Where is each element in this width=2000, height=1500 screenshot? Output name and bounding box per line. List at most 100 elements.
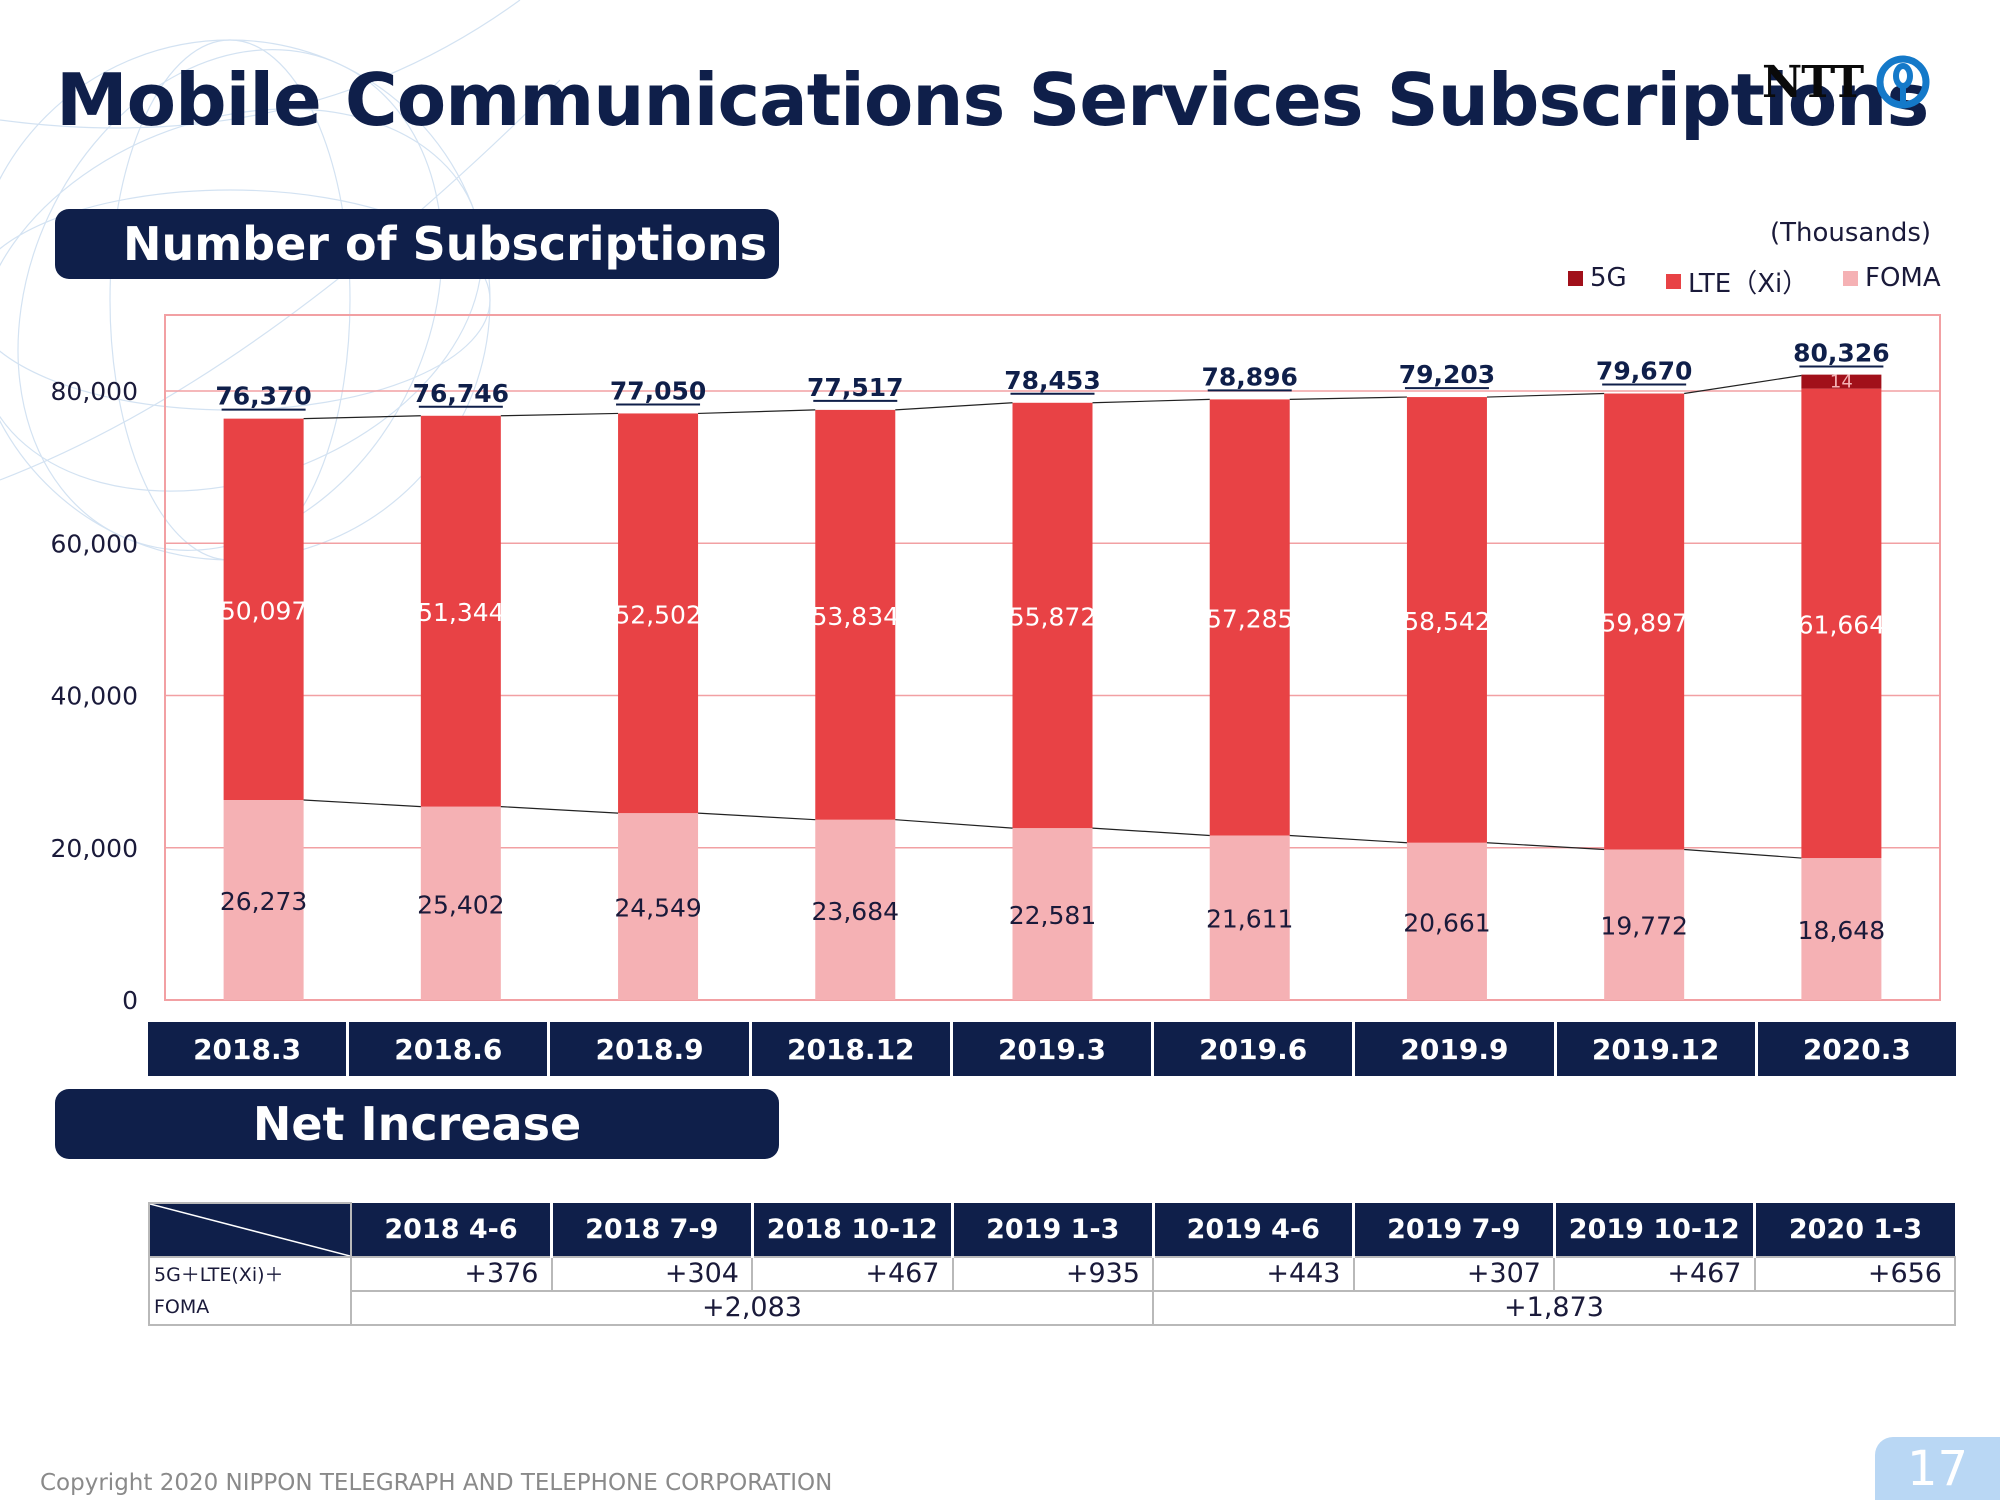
data-label-foma: 24,549 (614, 894, 701, 923)
total-label: 76,370 (215, 382, 311, 411)
fiscal-total-2019: +1,873 (1152, 1290, 1956, 1326)
x-axis-categories: 2018.3 2018.6 2018.9 2018.12 2019.3 2019… (148, 1022, 1956, 1076)
data-label-foma: 22,581 (1009, 901, 1096, 930)
period-header: 2019 10-12 (1554, 1203, 1756, 1257)
bar-foma (1012, 828, 1093, 1000)
ntt-logo-icon (1876, 55, 1930, 109)
total-connector-line (895, 402, 1013, 411)
data-label-foma: 18,648 (1798, 916, 1885, 945)
data-label-lte: 57,285 (1206, 604, 1293, 633)
period-header: 2019 1-3 (952, 1203, 1155, 1257)
data-label-5g: 14 (1830, 372, 1853, 393)
period-header: 2018 4-6 (351, 1203, 553, 1257)
legend-item-foma: FOMA (1843, 263, 1941, 293)
legend-label-5g: 5G (1590, 263, 1627, 293)
period-header: 2019 4-6 (1153, 1203, 1355, 1257)
data-label-lte: 55,872 (1009, 602, 1096, 631)
total-label: 76,746 (413, 379, 509, 408)
total-connector-line (698, 409, 816, 415)
net-increase-value: +304 (550, 1256, 753, 1292)
page-number: 17 (1875, 1437, 2000, 1500)
x-category-label: 2020.3 (1757, 1022, 1956, 1076)
x-category-label: 2019.12 (1556, 1022, 1758, 1076)
legend-swatch-5g (1568, 270, 1583, 286)
fiscal-total-2018: +2,083 (350, 1290, 1154, 1326)
foma-connector-line (1684, 848, 1802, 859)
units-label: (Thousands) (1770, 218, 1932, 248)
net-increase-table: 2018 4-6 2018 7-9 2018 10-12 2019 1-3 20… (148, 1202, 1956, 1326)
net-increase-value: +443 (1152, 1256, 1355, 1292)
total-connector-line (1289, 396, 1407, 401)
row-label: 5G＋LTE(Xi)＋ FOMA (148, 1256, 352, 1326)
table-row: +2,083 +1,873 (149, 1290, 1956, 1326)
data-label-foma: 19,772 (1600, 912, 1687, 941)
legend-item-lte: LTE（Xi） (1666, 263, 1808, 300)
legend-swatch-foma (1843, 270, 1858, 286)
bar-ltexi (618, 413, 699, 814)
total-label: 80,326 (1793, 339, 1889, 368)
bar-ltexi (815, 409, 896, 820)
x-category-label: 2018.3 (148, 1022, 350, 1076)
total-connector-line (303, 415, 421, 420)
x-category-label: 2018.6 (349, 1022, 551, 1076)
section-header-subscriptions: Number of Subscriptions (55, 209, 779, 279)
bar-ltexi (1406, 397, 1487, 843)
bar-foma (618, 813, 699, 1000)
logo-text: NTT (1762, 56, 1864, 108)
legend-label-lte: LTE（Xi） (1688, 269, 1809, 299)
legend-item-5g: 5G (1568, 263, 1627, 293)
page-title: Mobile Communications Services Subscript… (56, 58, 1929, 142)
legend-label-foma: FOMA (1865, 263, 1941, 293)
period-header: 2018 7-9 (551, 1203, 754, 1257)
foma-connector-line (698, 812, 816, 821)
period-header: 2019 7-9 (1353, 1203, 1556, 1257)
bar-foma (420, 806, 501, 1000)
x-category-label: 2019.6 (1154, 1022, 1356, 1076)
total-connector-line (1486, 392, 1605, 398)
ntt-logo: NTT (1762, 54, 1931, 110)
bar-5g (1801, 374, 1882, 389)
data-label-lte: 51,344 (417, 598, 504, 627)
period-header: 2020 1-3 (1754, 1203, 1955, 1257)
data-label-lte: 59,897 (1600, 609, 1687, 638)
subscriptions-chart: 0 20,000 40,000 60,000 80,000 26,273 50,097 76,… (51, 314, 1941, 1015)
total-connector-line (1092, 398, 1210, 404)
bar-ltexi (223, 418, 304, 800)
table-row: 5G＋LTE(Xi)＋ FOMA +376 +304 +467 +935 +44… (148, 1256, 1956, 1326)
x-category-label: 2019.3 (952, 1022, 1155, 1076)
table-corner-cell (148, 1202, 352, 1257)
data-label-lte: 61,664 (1798, 610, 1885, 639)
total-label: 79,670 (1596, 357, 1692, 386)
period-header: 2018 10-12 (752, 1203, 954, 1257)
copyright-footer: Copyright 2020 NIPPON TELEGRAPH AND TELE… (40, 1470, 833, 1496)
foma-connector-line (303, 799, 421, 808)
bar-foma (1406, 842, 1487, 1000)
total-connector-line (500, 412, 619, 417)
total-label: 78,896 (1201, 362, 1297, 391)
data-label-lte: 52,502 (614, 600, 701, 629)
foma-connector-line (895, 819, 1013, 829)
bar-foma (223, 799, 304, 1000)
y-tick-label: 20,000 (51, 834, 138, 863)
bar-ltexi (1209, 399, 1290, 836)
bar-foma (1209, 835, 1290, 1000)
total-label: 77,517 (807, 373, 903, 402)
total-label: 78,453 (1004, 366, 1100, 395)
section-header-net-increase: Net Increase (55, 1089, 779, 1159)
data-label-foma: 23,684 (812, 897, 899, 926)
x-category-label: 2019.9 (1355, 1022, 1557, 1076)
net-increase-value: +656 (1753, 1256, 1956, 1292)
total-label: 79,203 (1399, 360, 1495, 389)
y-tick-label: 80,000 (51, 377, 138, 406)
foma-connector-line (500, 806, 619, 814)
x-category-label: 2018.12 (751, 1022, 953, 1076)
net-increase-value: +935 (951, 1256, 1154, 1292)
data-label-foma: 26,273 (220, 887, 307, 916)
net-increase-value: +467 (751, 1256, 954, 1292)
net-increase-value: +376 (350, 1256, 553, 1292)
x-category-label: 2018.9 (550, 1022, 752, 1076)
total-label: 77,050 (610, 376, 706, 405)
data-label-foma: 25,402 (417, 890, 504, 919)
foma-connector-line (1289, 834, 1407, 844)
y-tick-label: 40,000 (51, 682, 138, 711)
